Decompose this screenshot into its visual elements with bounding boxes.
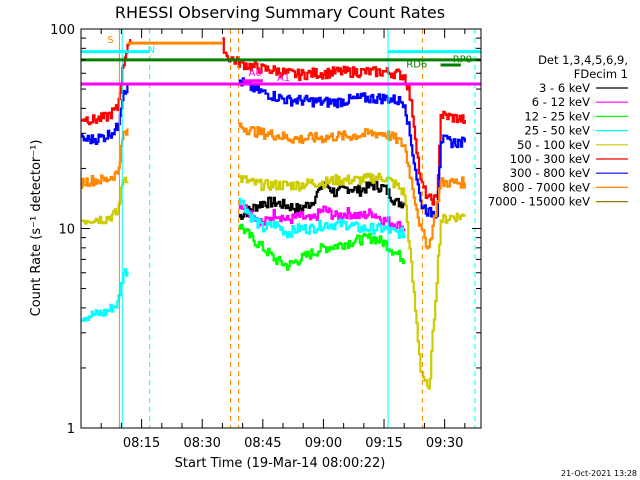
x-tick-label: 08:30 [183,436,220,451]
legend-label-12-25-kev: 12 - 25 keV [524,109,590,123]
legend-label-3-6-kev: 3 - 6 keV [539,81,590,95]
legend-label-50-100-kev: 50 - 100 keV [517,138,590,152]
y-tick-label: 10 [58,223,75,238]
legend-label-25-50-kev: 25 - 50 keV [524,124,590,138]
markers-layer: S N A0 A1 RD6 RP0 [81,29,481,428]
series-layer [81,37,466,390]
series-line-6-12-kev [238,201,406,233]
flag-label-n: N [148,45,155,56]
x-tick-label: 08:45 [244,436,281,451]
x-axis-label: Start Time (19-Mar-14 08:00:22) [175,456,386,471]
series-line-50-100-kev [81,172,466,390]
legend-label-800-7000-kev: 800 - 7000 keV [502,180,590,194]
x-tick-label: 09:00 [305,436,342,451]
flag-label-rp0: RP0 [453,54,472,65]
series-line-800-7000-kev [81,122,466,250]
footer-date: 21-Oct-2021 13:28 [561,469,637,478]
x-tick-label: 08:15 [123,436,160,451]
y-tick-label: 1 [67,422,75,437]
legend-label-300-800-kev: 300 - 800 keV [510,166,590,180]
y-axis-label: Count Rate (s⁻¹ detector⁻¹) [29,140,44,317]
legend-label-100-300-kev: 100 - 300 keV [510,152,590,166]
series-line-12-25-kev [238,223,406,271]
chart-title: RHESSI Observing Summary Count Rates [115,3,445,22]
legend-header-line-2: FDecim 1 [574,67,628,81]
axes-layer: 1 10 100 08:15 08:30 08:45 09:00 09:15 09:30 [50,23,481,451]
series-line-300-800-kev [81,77,466,219]
y-tick-label: 100 [50,23,75,38]
series-line-3-6-kev [238,180,406,220]
legend-header-line-1: Det 1,3,4,5,6,9, [538,53,628,67]
flag-label-s: S [107,35,113,46]
flag-label-a0: A0 [249,68,262,79]
flag-label-rd6: RD6 [406,60,427,71]
legend-label-6-12-kev: 6 - 12 keV [532,95,590,109]
series-line-25-50-kev [81,197,406,322]
x-tick-label: 09:30 [426,436,463,451]
legend-label-7000-15000-kev: 7000 - 15000 keV [488,195,590,209]
x-tick-label: 09:15 [365,436,402,451]
flag-label-a1: A1 [277,73,290,84]
